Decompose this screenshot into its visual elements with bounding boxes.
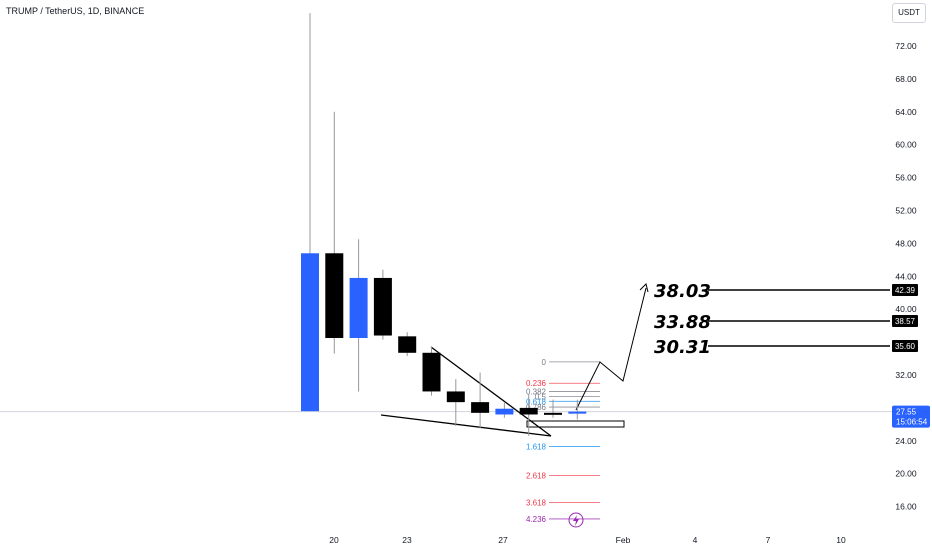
lightning-bolt-icon bbox=[573, 515, 579, 526]
fib-level-label: 0.618 bbox=[526, 397, 547, 406]
current-price-value: 27.55 bbox=[896, 408, 917, 417]
target-label: 38.03 bbox=[654, 281, 711, 302]
candle-body bbox=[544, 412, 562, 415]
fib-level-label: 0.786 bbox=[526, 403, 547, 412]
target-price-badge bbox=[892, 340, 918, 352]
candle-body bbox=[446, 391, 465, 403]
price-tick-label: 44.00 bbox=[895, 271, 917, 281]
time-axis: 20 23 27 Feb 4 7 10 bbox=[329, 535, 846, 545]
lightning-icon bbox=[568, 512, 584, 528]
target-price-badge-text: 35.60 bbox=[895, 342, 916, 351]
fib-level-label: 4.236 bbox=[526, 515, 547, 524]
fib-level-label: 0.236 bbox=[526, 379, 547, 388]
projection-path bbox=[575, 287, 647, 411]
price-tick-label: 24.00 bbox=[895, 436, 917, 446]
date-tick-label: 23 bbox=[402, 535, 412, 545]
projection-arrowhead bbox=[639, 283, 649, 293]
target-price-badge-text: 38.57 bbox=[895, 317, 916, 326]
price-tick-label: 64.00 bbox=[895, 107, 917, 117]
candle-body bbox=[519, 407, 538, 415]
currency-selector[interactable]: USDT bbox=[892, 3, 926, 23]
date-tick-label: 27 bbox=[498, 535, 508, 545]
fib-level-label: 0.382 bbox=[526, 387, 547, 396]
symbol-title[interactable]: TRUMP / TetherUS, 1D, BINANCE bbox=[6, 6, 145, 16]
price-tick-label: 48.00 bbox=[895, 238, 917, 248]
price-tick-label: 40.00 bbox=[895, 304, 917, 314]
fib-level-label: 2.618 bbox=[526, 471, 547, 480]
date-tick-label: 4 bbox=[693, 535, 698, 545]
highlight-box bbox=[526, 420, 625, 428]
fib-level-label: 0.5 bbox=[535, 392, 547, 401]
candle-body bbox=[349, 277, 368, 338]
candle-body bbox=[325, 253, 344, 338]
target-label: 33.88 bbox=[654, 312, 711, 333]
fib-level-label: 3.618 bbox=[526, 498, 547, 507]
overlay-layer: 38.03 33.88 30.31 bbox=[568, 281, 890, 528]
price-tick-label: 20.00 bbox=[895, 469, 917, 479]
candle-body bbox=[422, 352, 441, 392]
date-tick-label: 7 bbox=[766, 535, 771, 545]
fib-level-label: 1.618 bbox=[526, 443, 547, 452]
target-price-badge bbox=[892, 284, 918, 296]
wedge-lower-line bbox=[380, 414, 552, 437]
price-tick-label: 52.00 bbox=[895, 206, 917, 216]
target-label: 30.31 bbox=[654, 337, 711, 358]
price-tick-label: 72.00 bbox=[895, 41, 917, 51]
price-tick-label: 32.00 bbox=[895, 370, 917, 380]
candle-body bbox=[495, 408, 514, 415]
candle-body bbox=[373, 277, 392, 336]
price-axis: 42.39 38.57 35.60 16.00 20.00 24.00 32.00 40.00… bbox=[892, 41, 930, 512]
candle-body bbox=[471, 402, 490, 413]
date-tick-label: 10 bbox=[836, 535, 846, 545]
price-tick-label: 16.00 bbox=[895, 502, 917, 512]
price-tick-label: 68.00 bbox=[895, 74, 917, 84]
candle-body bbox=[568, 411, 587, 414]
current-price-badge bbox=[892, 405, 930, 428]
fib-level-label: 0 bbox=[542, 358, 547, 367]
candles-group bbox=[301, 13, 587, 436]
target-price-badge-text: 42.39 bbox=[895, 286, 916, 295]
date-tick-label: 20 bbox=[329, 535, 339, 545]
current-price-countdown: 15:06:54 bbox=[896, 418, 928, 427]
target-price-badge bbox=[892, 315, 918, 327]
date-tick-label: Feb bbox=[616, 535, 631, 545]
price-tick-label: 60.00 bbox=[895, 140, 917, 150]
candle-body bbox=[301, 253, 319, 412]
candle-body bbox=[398, 336, 417, 353]
price-tick-label: 56.00 bbox=[895, 173, 917, 183]
